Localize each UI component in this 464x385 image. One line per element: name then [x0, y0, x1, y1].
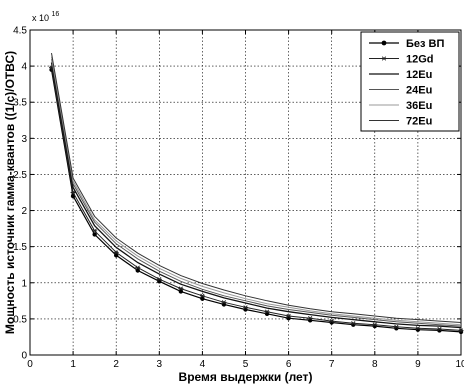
y-tick-label: 2 — [21, 206, 27, 217]
legend-item: Без ВП — [369, 38, 444, 50]
x-tick-label: 7 — [329, 359, 335, 370]
legend: Без ВП 12Gd 12Eu 24Eu 36Eu 72Eu — [360, 31, 460, 132]
legend-label: 12Eu — [406, 69, 432, 81]
x-tick-label: 0 — [27, 359, 33, 370]
legend-label: 12Gd — [406, 54, 434, 66]
data-point — [243, 305, 248, 310]
y-multiplier-base: x 10 — [32, 13, 49, 23]
data-point — [221, 300, 227, 305]
y-tick-label: 1 — [21, 278, 27, 289]
series-12Eu — [50, 62, 462, 329]
data-point — [114, 253, 119, 258]
y-tick-label: 3 — [21, 134, 27, 145]
legend-item: 12Gd — [369, 54, 434, 66]
data-point — [113, 250, 119, 255]
x-tick-label: 2 — [113, 359, 119, 370]
series-line — [50, 69, 462, 333]
series-24Eu — [51, 58, 462, 327]
series-12Gd — [49, 65, 464, 333]
y-tick-label: 1.5 — [13, 242, 27, 253]
legend-label: 24Eu — [406, 85, 432, 97]
series-line — [51, 53, 462, 323]
series-line — [51, 67, 462, 331]
y-tick-label: 4 — [21, 62, 27, 73]
data-point — [92, 232, 97, 237]
data-point — [92, 228, 98, 233]
data-point — [415, 326, 421, 331]
y-tick-label: 4.5 — [13, 26, 27, 37]
legend-box — [360, 31, 460, 132]
x-tick-label: 6 — [286, 359, 292, 370]
legend-item: 72Eu — [369, 116, 432, 128]
data-point — [307, 316, 313, 321]
x-tick-label: 4 — [200, 359, 206, 370]
legend-label: 72Eu — [406, 116, 432, 128]
legend-item: 12Eu — [369, 69, 432, 81]
legend-label: 36Eu — [406, 100, 432, 112]
x-tick-label: 9 — [415, 359, 421, 370]
series-line — [50, 62, 462, 329]
axis-ticks: 0 1 2 3 4 5 6 7 8 9 10 0 0.5 1 1.5 2 2.5 3 3.5 4 4.5 — [13, 26, 464, 371]
data-point — [264, 309, 270, 314]
data-point — [200, 296, 205, 301]
x-tick-label: 1 — [70, 359, 76, 370]
legend-item: 24Eu — [369, 85, 432, 97]
series-line — [51, 56, 462, 326]
data-point — [436, 326, 442, 332]
data-point — [329, 318, 335, 324]
y-tick-label: 2.5 — [13, 170, 27, 181]
data-point — [199, 293, 205, 298]
x-tick-label: 5 — [243, 359, 249, 370]
data-point — [286, 313, 292, 319]
y-multiplier-exponent: 16 — [52, 11, 60, 18]
data-point — [70, 190, 76, 195]
y-tick-label: 0 — [21, 351, 27, 362]
series-36Eu — [51, 56, 462, 326]
data-point — [372, 322, 378, 327]
y-axis-label: Мощность источник гамма-квантов ((1/с)/О… — [3, 51, 17, 334]
data-point — [178, 289, 184, 294]
data-point — [393, 324, 399, 329]
legend-marker — [381, 40, 387, 46]
legend-label: Без ВП — [406, 38, 444, 50]
y-multiplier-label: x 10 16 — [32, 11, 59, 23]
data-point — [135, 268, 140, 273]
data-point — [156, 277, 162, 282]
x-axis-label: Время выдержки (лет) — [179, 370, 313, 384]
data-point — [458, 328, 464, 333]
series-group — [49, 53, 464, 335]
x-tick-label: 3 — [157, 359, 163, 370]
x-tick-label: 10 — [455, 359, 464, 370]
y-tick-label: 3.5 — [13, 98, 27, 109]
data-point — [135, 265, 141, 270]
series-72Eu — [51, 53, 462, 323]
data-point — [350, 321, 356, 326]
legend-marker — [381, 56, 387, 61]
data-point — [178, 286, 184, 291]
y-tick-label: 0.5 — [13, 314, 27, 325]
legend-item: 36Eu — [369, 100, 432, 112]
series-line — [51, 58, 462, 327]
x-tick-label: 8 — [372, 359, 378, 370]
